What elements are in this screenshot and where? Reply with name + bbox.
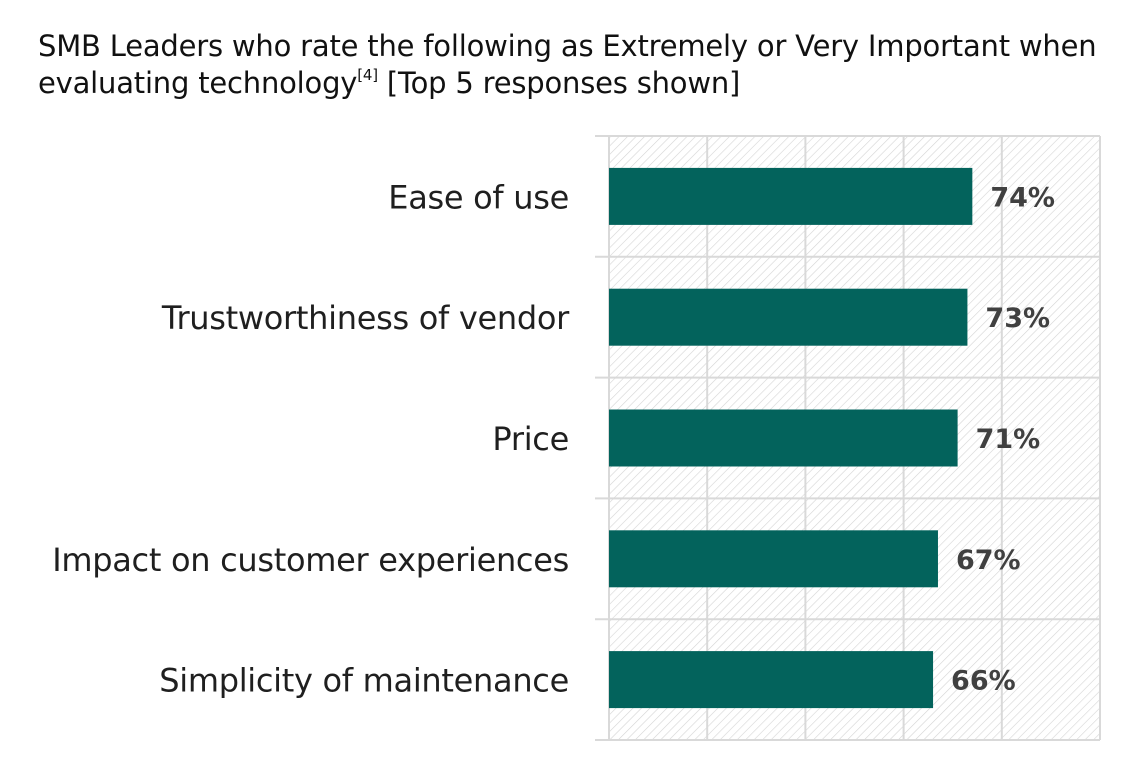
category-label: Ease of use xyxy=(388,178,569,216)
value-label: 66% xyxy=(951,666,1016,697)
chart-title: SMB Leaders who rate the following as Ex… xyxy=(38,28,1118,102)
category-label: Impact on customer experiences xyxy=(52,541,569,579)
value-label: 71% xyxy=(976,424,1041,455)
chart-title-footnote: [4] xyxy=(357,66,378,84)
bar xyxy=(609,409,958,467)
category-label: Price xyxy=(492,420,569,458)
bar xyxy=(609,167,973,225)
bar xyxy=(609,651,934,709)
labels-group: Ease of use 74% Trustworthiness of vendor 7… xyxy=(52,178,1055,699)
bar xyxy=(609,288,968,346)
chart-title-suffix: [Top 5 responses shown] xyxy=(377,66,741,100)
bar xyxy=(609,530,938,588)
bars-group xyxy=(609,167,973,709)
value-label: 74% xyxy=(990,182,1055,213)
chart-title-text: SMB Leaders who rate the following as Ex… xyxy=(38,29,1097,100)
category-label: Trustworthiness of vendor xyxy=(161,299,570,337)
value-label: 73% xyxy=(985,303,1050,334)
category-label: Simplicity of maintenance xyxy=(159,662,569,700)
value-label: 67% xyxy=(956,545,1021,576)
